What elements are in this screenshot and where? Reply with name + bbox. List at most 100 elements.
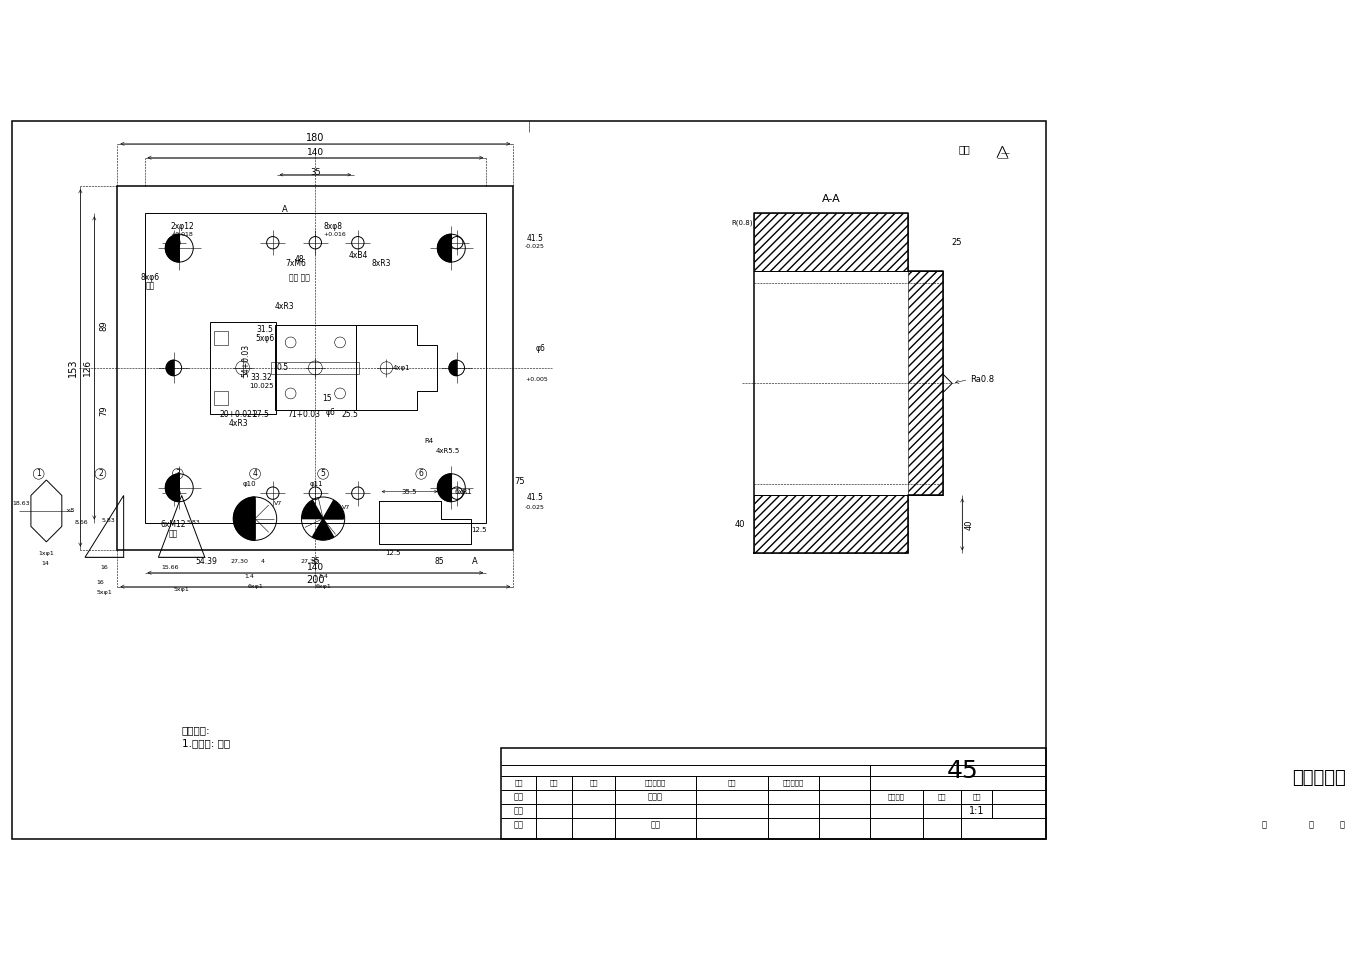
Text: 1.热处理: 调质: 1.热处理: 调质 bbox=[182, 738, 230, 748]
Text: V7: V7 bbox=[274, 501, 282, 506]
Text: 年、月、日: 年、月、日 bbox=[783, 780, 805, 786]
Text: 35.5: 35.5 bbox=[402, 489, 418, 494]
Text: R(0.8): R(0.8) bbox=[731, 220, 753, 226]
Text: 工艺: 工艺 bbox=[513, 820, 523, 829]
Text: 7xM6: 7xM6 bbox=[286, 259, 307, 268]
Text: -0.025: -0.025 bbox=[524, 505, 545, 510]
Text: 更改文件号: 更改文件号 bbox=[645, 780, 667, 786]
Text: 6xφ1: 6xφ1 bbox=[315, 584, 331, 589]
Text: 凹模固定板: 凹模固定板 bbox=[1292, 769, 1346, 786]
Bar bbox=[753, 213, 908, 272]
Text: 2xφ12: 2xφ12 bbox=[170, 222, 194, 231]
Text: 85: 85 bbox=[435, 557, 445, 565]
Text: 1:1: 1:1 bbox=[969, 805, 984, 816]
Text: 4xφ1: 4xφ1 bbox=[393, 365, 411, 371]
Text: 其余: 其余 bbox=[958, 144, 971, 155]
Polygon shape bbox=[166, 360, 174, 375]
Text: 6xR1: 6xR1 bbox=[455, 489, 472, 494]
Text: 25.5: 25.5 bbox=[342, 410, 359, 419]
Text: 2: 2 bbox=[99, 469, 103, 478]
Bar bbox=[214, 391, 229, 405]
Text: 通孔: 通孔 bbox=[168, 530, 178, 539]
Text: 40: 40 bbox=[965, 519, 973, 530]
Text: 数量: 数量 bbox=[550, 780, 559, 786]
Text: 技术要求:: 技术要求: bbox=[182, 726, 211, 735]
Bar bbox=[211, 322, 277, 415]
Text: A-A: A-A bbox=[821, 195, 841, 204]
Text: 126: 126 bbox=[84, 359, 92, 376]
Text: 5.83: 5.83 bbox=[101, 517, 115, 522]
Text: 75: 75 bbox=[515, 477, 524, 486]
Text: 6xφ1: 6xφ1 bbox=[248, 584, 263, 589]
Text: A: A bbox=[282, 205, 287, 214]
Text: 郑增化: 郑增化 bbox=[648, 792, 663, 802]
Text: 1.4: 1.4 bbox=[318, 574, 329, 579]
Text: 4xR3: 4xR3 bbox=[229, 420, 248, 428]
Bar bbox=[501, 748, 1046, 839]
Text: Ra0.8: Ra0.8 bbox=[971, 375, 994, 384]
Polygon shape bbox=[438, 234, 452, 262]
Text: φ10: φ10 bbox=[242, 481, 256, 487]
Text: 4xB4: 4xB4 bbox=[348, 252, 367, 260]
Text: 10.025: 10.025 bbox=[249, 383, 274, 390]
Text: φ11: φ11 bbox=[309, 481, 323, 487]
Text: 16: 16 bbox=[100, 564, 108, 570]
Text: 31.5: 31.5 bbox=[256, 324, 274, 334]
Text: 张: 张 bbox=[1309, 820, 1313, 829]
Text: 71+0.03: 71+0.03 bbox=[287, 410, 320, 419]
Bar bbox=[275, 325, 356, 411]
Polygon shape bbox=[303, 500, 323, 518]
Text: 41.5: 41.5 bbox=[527, 233, 543, 243]
Text: +0.016: +0.016 bbox=[323, 231, 346, 237]
Text: 第: 第 bbox=[1339, 820, 1344, 829]
Text: 6: 6 bbox=[419, 469, 423, 478]
Text: 1xφ1: 1xφ1 bbox=[38, 551, 55, 556]
Text: 20+0.021: 20+0.021 bbox=[219, 410, 257, 419]
Text: 8xφ6: 8xφ6 bbox=[141, 273, 160, 282]
Text: 200: 200 bbox=[307, 575, 324, 586]
Text: V7: V7 bbox=[342, 505, 350, 510]
Text: 比例: 比例 bbox=[972, 794, 982, 801]
Text: 25: 25 bbox=[951, 238, 962, 248]
Text: 设计: 设计 bbox=[513, 792, 523, 802]
Text: 5xφ1: 5xφ1 bbox=[96, 589, 112, 594]
Text: 8.66: 8.66 bbox=[74, 520, 88, 525]
Text: 48: 48 bbox=[296, 255, 305, 264]
Text: 通孔: 通孔 bbox=[145, 281, 155, 291]
Bar bbox=[271, 362, 360, 374]
Text: 16: 16 bbox=[97, 580, 104, 585]
Polygon shape bbox=[312, 518, 334, 540]
Text: 12.5: 12.5 bbox=[471, 527, 487, 533]
Text: 8xφ8: 8xφ8 bbox=[323, 222, 342, 231]
Text: 5.83: 5.83 bbox=[186, 520, 200, 525]
Text: 41.5: 41.5 bbox=[527, 493, 543, 502]
Text: φ6: φ6 bbox=[535, 344, 545, 353]
Bar bbox=[214, 331, 229, 345]
Text: 153: 153 bbox=[68, 359, 78, 377]
Text: 79: 79 bbox=[99, 405, 108, 416]
Text: 27,30: 27,30 bbox=[300, 559, 318, 564]
Text: -0.025: -0.025 bbox=[524, 244, 545, 249]
Polygon shape bbox=[449, 360, 457, 375]
Text: 35: 35 bbox=[311, 557, 320, 565]
Text: 54+0.03: 54+0.03 bbox=[241, 344, 251, 376]
Text: 89: 89 bbox=[99, 320, 108, 331]
Text: 5xφ6: 5xφ6 bbox=[256, 334, 275, 343]
Text: 140: 140 bbox=[307, 148, 324, 156]
Text: 33.32: 33.32 bbox=[251, 372, 272, 382]
Text: 批准: 批准 bbox=[650, 820, 660, 829]
Text: 4: 4 bbox=[253, 469, 257, 478]
Text: 18.63: 18.63 bbox=[12, 501, 30, 506]
Text: 27,30: 27,30 bbox=[230, 559, 249, 564]
Text: 通孔 起始: 通孔 起始 bbox=[289, 273, 311, 282]
Bar bbox=[908, 272, 943, 495]
Text: 阶段标记: 阶段标记 bbox=[888, 794, 905, 801]
Text: +0.005: +0.005 bbox=[524, 377, 548, 382]
Text: 27.5: 27.5 bbox=[253, 410, 270, 419]
Text: 0.5: 0.5 bbox=[277, 364, 287, 372]
Polygon shape bbox=[166, 474, 179, 502]
Text: ×8: ×8 bbox=[64, 509, 74, 514]
Text: 4xR3: 4xR3 bbox=[275, 301, 294, 311]
Text: 14: 14 bbox=[41, 561, 49, 566]
Text: 12.5: 12.5 bbox=[385, 550, 400, 557]
